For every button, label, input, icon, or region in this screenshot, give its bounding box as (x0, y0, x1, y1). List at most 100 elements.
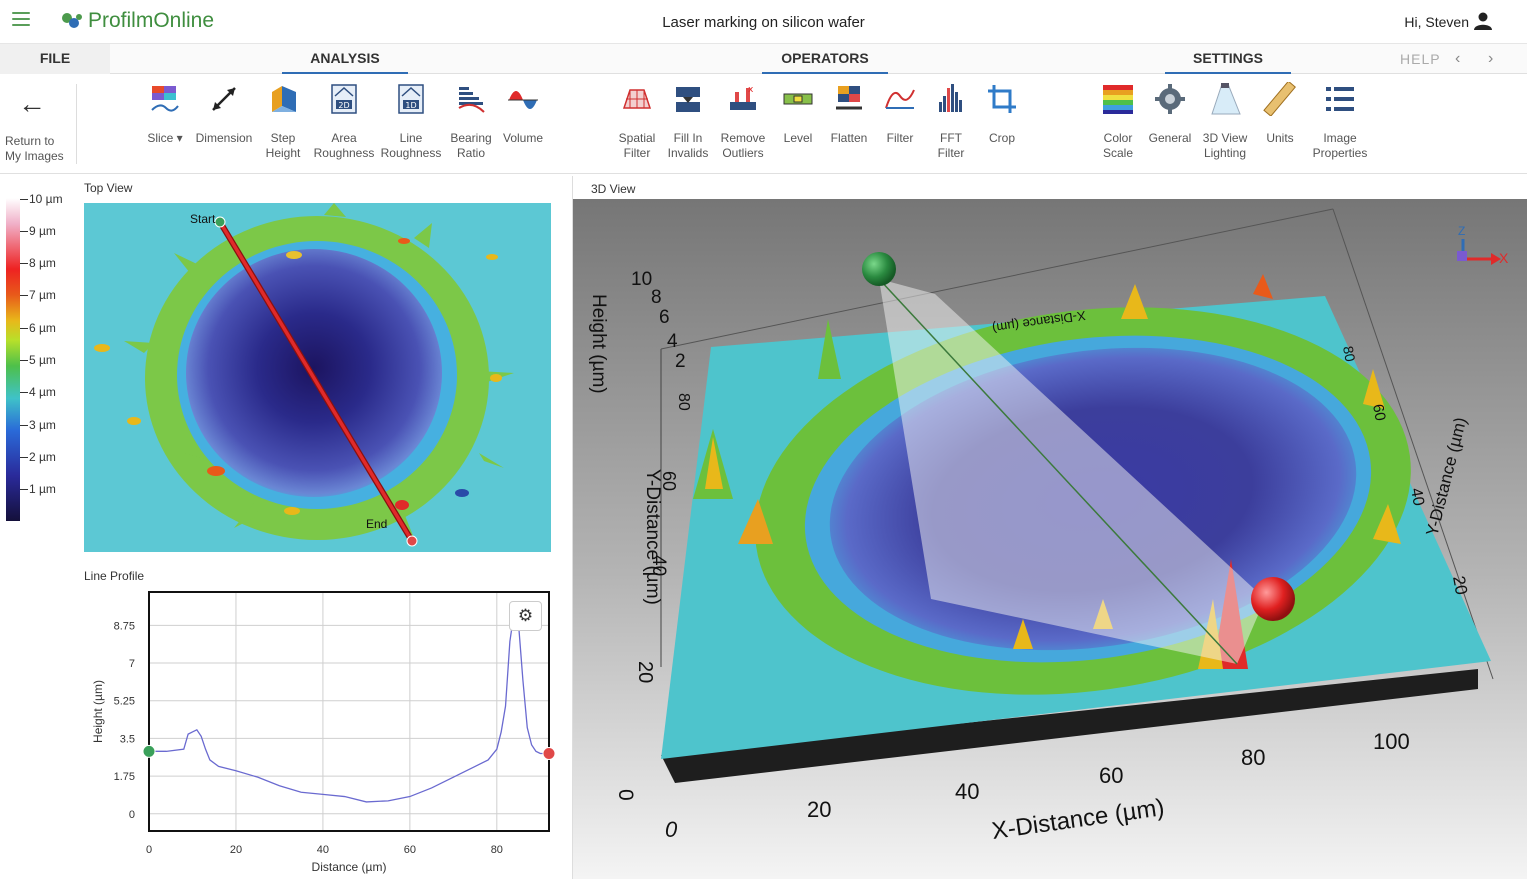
document-title: Laser marking on silicon wafer (662, 14, 865, 31)
level-button[interactable]: Level (776, 82, 820, 146)
tab-settings[interactable]: SETTINGS (1165, 44, 1291, 74)
area-roughness-icon: 2D (331, 84, 357, 114)
bearing-ratio-label: Bearing (450, 131, 492, 145)
spatial-filter-button[interactable]: Spatial Filter (612, 82, 662, 161)
fill-invalids-button[interactable]: Fill In Invalids (664, 82, 712, 161)
z-tick-4: 4 (667, 331, 678, 352)
color-scale-tick (20, 424, 28, 426)
fft-filter-label-2: Filter (937, 146, 965, 160)
x-tick-20: 20 (807, 797, 831, 822)
fft-filter-label: FFT (940, 131, 962, 145)
z-tick-10: 10 (631, 269, 652, 290)
color-scale-button[interactable]: Color Scale (1096, 82, 1140, 161)
image-properties-button[interactable]: Image Properties (1306, 82, 1374, 161)
bearing-ratio-button[interactable]: Bearing Ratio (446, 82, 496, 161)
lighting-label-2: Lighting (1203, 146, 1247, 160)
chevron-left-icon[interactable]: ‹ (1455, 50, 1461, 67)
filter-button[interactable]: Filter (878, 82, 922, 146)
gear-icon[interactable]: ⚙ (509, 601, 542, 631)
crop-button[interactable]: Crop (980, 82, 1024, 146)
z-tick-2: 2 (675, 351, 686, 372)
step-height-label: Step (270, 131, 296, 145)
general-settings-icon (1155, 84, 1185, 114)
x-tick-40: 40 (955, 779, 979, 804)
svg-text:1D: 1D (405, 101, 416, 110)
color-scale-tick (20, 230, 28, 232)
lighting-button[interactable]: 3D View Lighting (1198, 82, 1252, 161)
units-ruler-icon (1263, 80, 1296, 117)
profile-line (149, 611, 549, 803)
view3d-title: 3D View (591, 182, 636, 196)
step-height-button[interactable]: Step Height (260, 82, 306, 161)
filter-icon (885, 89, 915, 109)
level-icon (783, 93, 813, 105)
menu-help[interactable]: HELP (1400, 51, 1441, 67)
area-roughness-button[interactable]: 2D Area Roughness (312, 82, 376, 161)
bearing-ratio-label-2: Ratio (456, 146, 485, 160)
color-scale-label: 8 µm (29, 256, 56, 271)
fill-invalids-icon (676, 87, 700, 112)
y-tick-label: 0 (129, 809, 135, 821)
return-to-images-button[interactable]: ← Return to My Images (0, 82, 70, 168)
return-label-line1: Return to (5, 134, 55, 148)
return-label-line2: My Images (5, 149, 64, 163)
color-scale-tick (20, 295, 28, 297)
y-tick-80: 80 (675, 393, 692, 411)
spatial-filter-label: Spatial (618, 131, 656, 145)
color-scale-label-2: Scale (1102, 146, 1134, 160)
start-label: Start (190, 212, 216, 226)
remove-outliers-label: Remove (720, 131, 766, 145)
level-label: Level (783, 131, 813, 145)
color-scale-tick (20, 456, 28, 458)
color-scale-tick (20, 360, 28, 361)
view3d-panel: 3D View (572, 176, 1527, 879)
color-scale-label: 5 µm (29, 353, 56, 367)
general-label: General (1148, 131, 1192, 145)
volume-label: Volume (502, 131, 544, 145)
x-tick-80: 80 (1241, 745, 1265, 770)
x-tick-0: 0 (665, 817, 678, 842)
flatten-button[interactable]: Flatten (826, 82, 872, 146)
view3d-canvas[interactable]: Height (µm) 10 8 6 4 2 Y-Distance (µm) 8… (573, 199, 1527, 879)
volume-button[interactable]: Volume (498, 82, 548, 146)
color-scale-tick (20, 198, 28, 200)
slice-label: Slice ▾ (147, 131, 183, 145)
chevron-right-icon[interactable]: › (1488, 50, 1494, 67)
y-tick-label: 3.5 (120, 733, 135, 745)
slice-button[interactable]: Slice ▾ (140, 82, 190, 146)
bearing-ratio-icon (458, 87, 485, 113)
toolbar: ← Return to My Images Slice ▾ Dimension … (0, 74, 1527, 174)
color-scale-label: 2 µm (29, 449, 56, 464)
y-tick-label: 1.75 (114, 771, 135, 783)
user-greeting[interactable]: Hi, Steven (1404, 14, 1469, 30)
menu-file[interactable]: FILE (0, 44, 110, 74)
line-profile-chart[interactable]: 0 20 40 60 80 0 1.75 3.5 5.25 7 8.75 Distance (µm) H… (84, 582, 564, 879)
image-properties-label: Image (1323, 131, 1357, 145)
line-roughness-button[interactable]: 1D Line Roughness (378, 82, 444, 161)
spatial-filter-label-2: Filter (623, 146, 651, 160)
color-scale-bar (6, 198, 20, 521)
x-tick-label: 40 (317, 844, 329, 856)
fft-filter-icon (939, 84, 962, 112)
x-tick-label: 0 (146, 844, 152, 856)
fft-filter-button[interactable]: FFT Filter (928, 82, 974, 161)
user-icon[interactable] (1473, 11, 1493, 31)
flatten-label: Flatten (830, 131, 868, 145)
svg-text:2D: 2D (338, 101, 349, 110)
brand-logo[interactable]: ProfilmOnline (88, 9, 215, 32)
top-view-image[interactable]: Start End (84, 203, 551, 552)
tab-operators[interactable]: OPERATORS (762, 44, 888, 74)
color-scale-label: Color (1103, 131, 1133, 145)
arrow-left-icon: ← (18, 88, 46, 119)
line-roughness-label: Line (399, 131, 423, 145)
units-button[interactable]: Units (1258, 80, 1302, 146)
hamburger-menu-icon[interactable] (12, 12, 30, 28)
tab-analysis[interactable]: ANALYSIS (282, 44, 408, 74)
color-scale-label: 7 µm (29, 288, 56, 303)
remove-outliers-button[interactable]: x Remove Outliers (716, 82, 770, 161)
remove-outliers-icon: x (730, 85, 756, 110)
menu-bar: FILE ANALYSIS OPERATORS SETTINGS HELP ‹ … (0, 44, 1527, 74)
general-settings-button[interactable]: General (1146, 82, 1194, 146)
dimension-button[interactable]: Dimension (192, 82, 256, 146)
y-tick-0: 0 (614, 789, 637, 801)
